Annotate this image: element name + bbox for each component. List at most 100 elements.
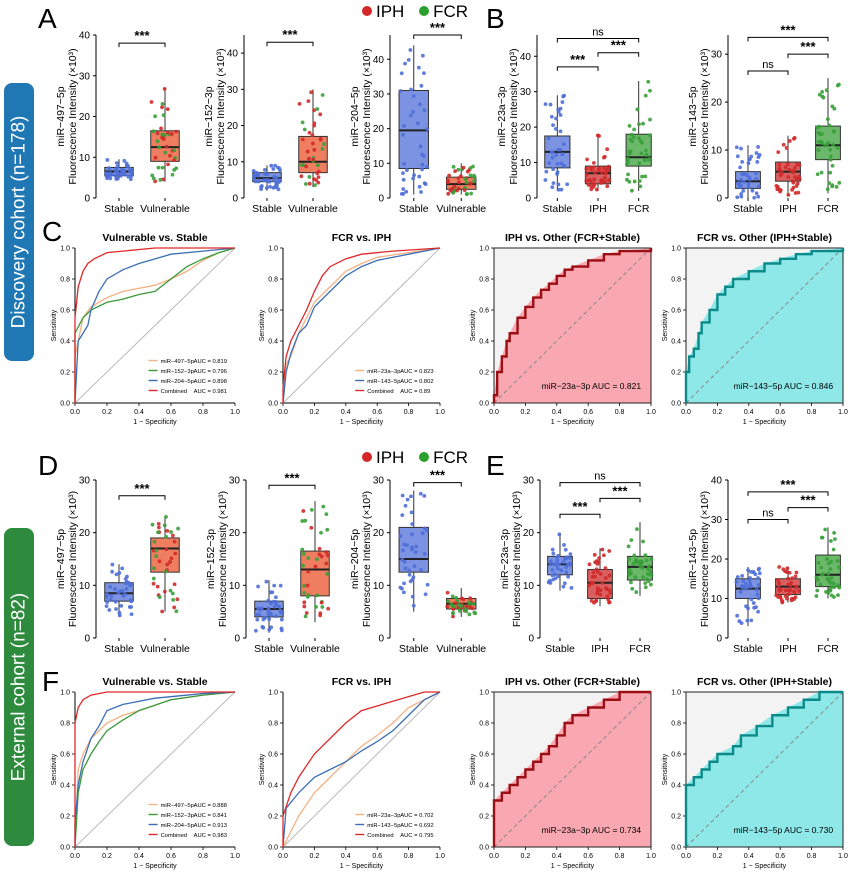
- d2-point: [272, 604, 277, 609]
- d3-point: [401, 548, 406, 553]
- d2-point: [318, 611, 323, 616]
- e2-point: [831, 547, 836, 552]
- a2-point: [307, 181, 312, 186]
- d2-point: [266, 598, 271, 603]
- b1-point: [638, 139, 643, 144]
- e1-point: [644, 558, 649, 563]
- f1-diagonal: [74, 691, 236, 848]
- e1-x-label-0: Stable: [545, 643, 575, 655]
- d2-point: [279, 626, 284, 631]
- b1-point: [551, 167, 556, 172]
- b2-point: [828, 157, 833, 162]
- f3-y-tick-label-5: 1.0: [479, 690, 489, 697]
- f3-y-tick-label-4: 0.8: [479, 721, 489, 728]
- f1-y-tick-label-4: 0.8: [60, 721, 70, 728]
- d3-point: [459, 604, 464, 608]
- d1-point: [157, 595, 162, 599]
- a1-point: [124, 161, 129, 166]
- c3-auc-label: miR−23a−3p AUC = 0.821: [542, 381, 642, 391]
- d2-point: [305, 583, 310, 588]
- d1-point: [104, 595, 109, 599]
- c1-y-tick-label-2: 0.4: [60, 339, 70, 346]
- e1-point: [587, 562, 592, 567]
- d2-point: [300, 547, 305, 552]
- b2-point: [739, 146, 743, 151]
- b1-y-tick-label-4: 40: [520, 52, 532, 63]
- a1-point: [156, 165, 161, 170]
- d2-point: [301, 563, 305, 568]
- b2-sig-bracket-2: [787, 53, 829, 59]
- group-legend-top: IPH FCR: [362, 2, 478, 22]
- a2-y-label: miR−152−3p: [203, 86, 215, 146]
- e2-y-tick-label-1: 10: [711, 594, 723, 605]
- d3-y-tick-label-0: 0: [378, 634, 384, 645]
- a1-point: [160, 165, 165, 170]
- c1-y-label: Sensitivity: [51, 309, 58, 341]
- d1-point: [169, 556, 174, 561]
- d3-point: [400, 493, 405, 498]
- d2-point: [304, 611, 309, 615]
- c1-x-tick-label-4: 0.8: [198, 409, 208, 416]
- b2-point: [791, 180, 796, 185]
- e2-point: [793, 595, 798, 600]
- b2-point: [835, 145, 840, 150]
- b2-point: [757, 153, 762, 157]
- e2-point: [789, 580, 794, 585]
- b2-sig-label-1: ns: [762, 59, 774, 71]
- e2-point: [837, 565, 842, 570]
- b1-point: [554, 116, 558, 121]
- d1-sig-label-0: ***: [134, 481, 150, 496]
- b2-point: [784, 146, 789, 150]
- f4-y-label: Sensitivity: [662, 753, 669, 785]
- c2-x-tick-label-4: 0.8: [404, 409, 414, 416]
- f1-roc-series-3: [74, 691, 235, 847]
- e1-point: [568, 552, 573, 557]
- a1-point: [172, 158, 177, 163]
- e2-point: [777, 565, 782, 569]
- f3-x-tick-label-4: 0.8: [615, 853, 625, 860]
- b2-point: [796, 190, 801, 195]
- b2-points-1: [774, 135, 802, 197]
- e1-y-label-2: Fluorescence Intensity (×10³): [511, 491, 523, 627]
- a3-point: [417, 174, 422, 179]
- e1-point: [643, 585, 648, 590]
- d2-y-label: miR−152−3p: [205, 529, 217, 589]
- e2-y-tick-label-3: 30: [711, 515, 723, 526]
- a1-point: [160, 101, 165, 106]
- a2-sig-bracket-0: [266, 41, 314, 47]
- b1-points-1: [584, 133, 611, 192]
- b1-point: [553, 126, 558, 131]
- e2-point: [778, 595, 783, 600]
- b2-point: [828, 147, 833, 152]
- b2-x-label-1: IPH: [779, 203, 797, 215]
- e1-point: [552, 562, 556, 567]
- b1-point: [549, 114, 554, 119]
- e2-point: [738, 590, 743, 594]
- e2-sig-label-2: ***: [800, 493, 816, 508]
- b2-point: [790, 169, 795, 174]
- e1-point: [626, 544, 631, 549]
- c4-x-tick-label-2: 0.4: [744, 409, 754, 416]
- a3-point: [422, 71, 426, 76]
- d3-point: [401, 590, 406, 595]
- a3-point: [401, 187, 406, 191]
- e1-point: [591, 581, 595, 585]
- a3-point: [457, 180, 461, 185]
- d1-y-tick-label-2: 20: [79, 528, 91, 539]
- f2-legend-auc-0: AUC = 0.702: [400, 813, 433, 819]
- c4-x-label: 1 − Specificity: [743, 419, 787, 426]
- a3-point: [401, 177, 406, 182]
- f2-x-tick-label-0: 0.0: [278, 853, 288, 860]
- a3-point: [411, 94, 416, 98]
- d2-points-1: [300, 504, 331, 619]
- a2-point: [313, 183, 317, 188]
- e1-sig-label-1: ***: [572, 499, 588, 514]
- f2-roc-series-2: [282, 691, 440, 847]
- e2-point: [833, 537, 837, 542]
- a1-point: [122, 170, 127, 175]
- a1-point: [128, 177, 133, 182]
- e1-point: [598, 592, 603, 597]
- f2-legend-name-2: Combined: [367, 833, 393, 839]
- e1-point: [559, 568, 564, 573]
- external-cohort-banner: External cohort (n=82): [4, 528, 34, 846]
